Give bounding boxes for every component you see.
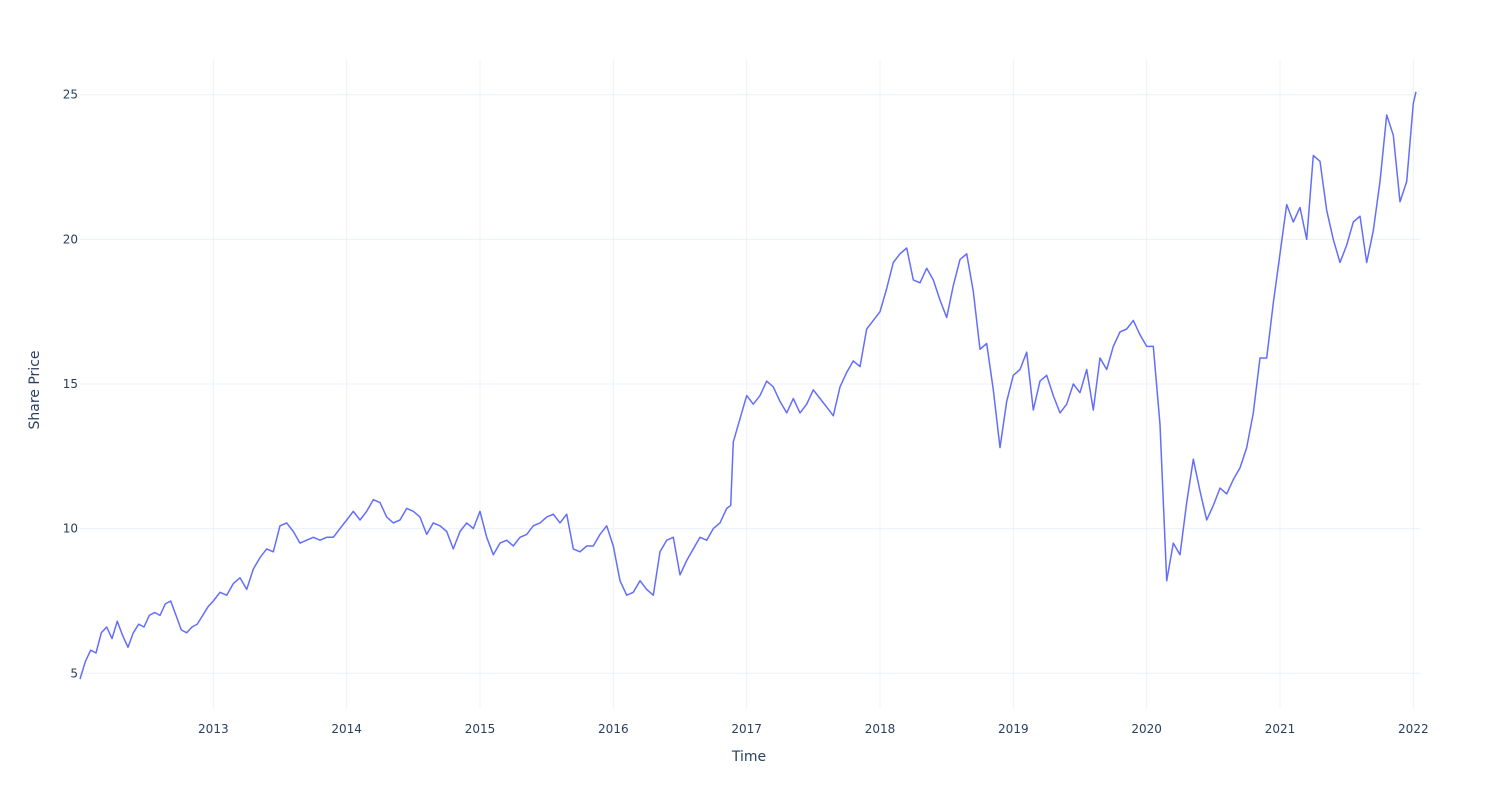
y-tick-label: 15: [63, 377, 78, 391]
x-tick-label: 2018: [865, 722, 896, 736]
x-tick-label: 2020: [1131, 722, 1162, 736]
series-layer: [79, 91, 1417, 680]
y-tick-label: 20: [63, 232, 78, 246]
x-tick-label: 2017: [731, 722, 762, 736]
y-axis-title: Share Price: [27, 350, 43, 429]
x-tick-label: 2015: [465, 722, 496, 736]
series-line: [79, 91, 1417, 680]
x-axis-ticks: 2013 2014 2015 2016 2017 2018 2019 2020 2021 2022: [198, 722, 1429, 736]
x-tick-label: 2016: [598, 722, 629, 736]
x-tick-label: 2019: [998, 722, 1029, 736]
y-tick-label: 5: [70, 666, 78, 680]
y-tick-label: 10: [63, 522, 78, 536]
y-axis-ticks: 5 10 15 20 25: [63, 88, 78, 681]
x-tick-label: 2014: [331, 722, 362, 736]
x-tick-label: 2022: [1398, 722, 1429, 736]
y-tick-label: 25: [63, 88, 78, 102]
y-gridlines: [80, 94, 1420, 674]
x-tick-label: 2013: [198, 722, 229, 736]
x-axis-title: Time: [731, 749, 766, 765]
x-tick-label: 2021: [1265, 722, 1296, 736]
